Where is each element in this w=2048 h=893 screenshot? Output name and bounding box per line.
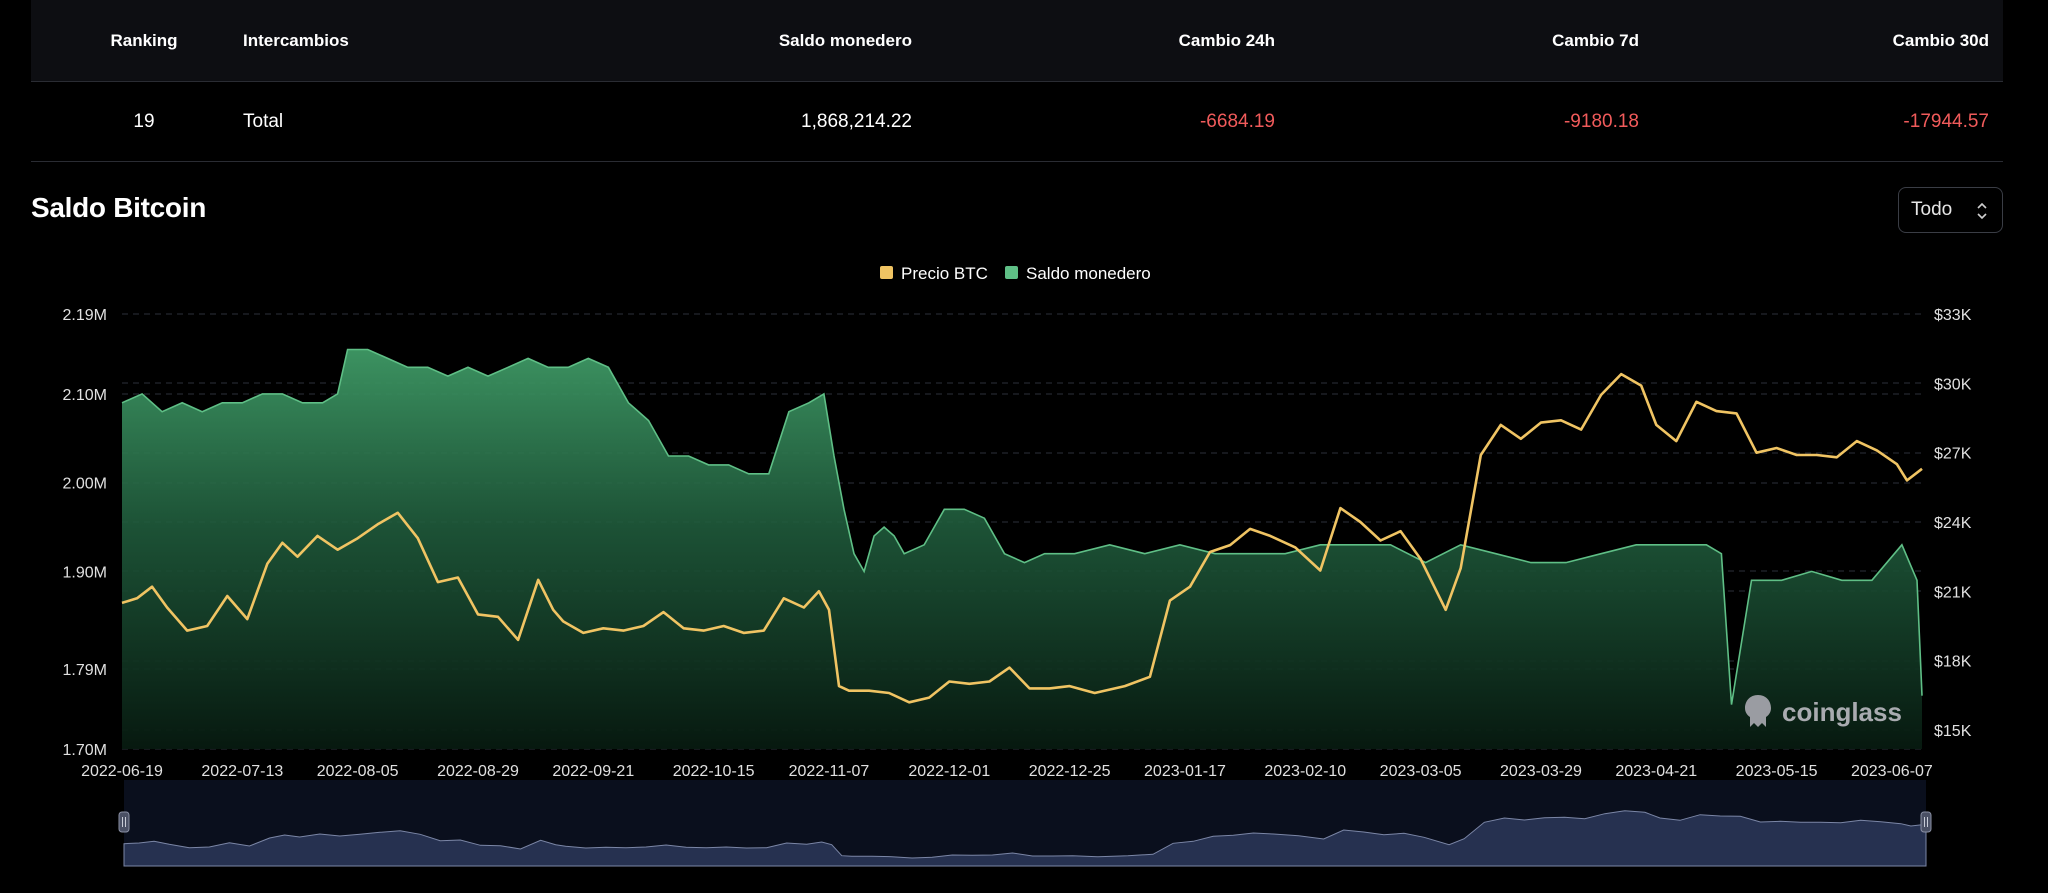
up-down-chevron-icon <box>1977 202 1987 220</box>
left-axis-tick: 2.00M <box>63 476 107 493</box>
btc-price-line <box>121 372 1923 704</box>
x-axis-tick: 2023-05-15 <box>1736 763 1818 780</box>
x-axis-tick: 2022-08-29 <box>437 763 519 780</box>
legend-label: Saldo monedero <box>1026 264 1151 283</box>
wallet-balance-area <box>122 349 1922 749</box>
right-axis-tick: $30K <box>1934 376 1972 393</box>
left-axis-tick: 1.70M <box>63 742 107 759</box>
right-axis: $33K $30K $27K $24K $21K $18K $15K <box>1934 307 1972 740</box>
row-change-30d: -17944.57 <box>1903 110 1989 132</box>
handle-body <box>1920 811 1932 833</box>
chart-legend[interactable]: Precio BTC Saldo monedero <box>880 264 1151 283</box>
legend-label: Precio BTC <box>901 264 988 283</box>
header-change-30d[interactable]: Cambio 30d <box>1892 30 1989 50</box>
header-wallet-balance[interactable]: Saldo monedero <box>778 30 912 50</box>
right-axis-tick: $18K <box>1934 654 1972 671</box>
row-wallet-balance: 1,868,214.22 <box>801 110 912 132</box>
right-axis-tick: $27K <box>1934 446 1972 463</box>
header-change-7d[interactable]: Cambio 7d <box>1552 30 1639 50</box>
right-axis-tick: $21K <box>1934 584 1972 601</box>
header-exchanges[interactable]: Intercambios <box>243 30 349 50</box>
x-axis: 2022-06-19 2022-07-13 2022-08-05 2022-08-29… <box>81 763 1933 780</box>
left-axis: 2.19M 2.10M 2.00M 1.90M 1.79M 1.70M <box>63 307 107 759</box>
handle-body <box>118 811 130 833</box>
right-axis-tick: $24K <box>1934 515 1972 532</box>
right-axis-tick: $33K <box>1934 307 1972 324</box>
exchange-balance-table: Ranking Intercambios Saldo monedero Camb… <box>31 0 2003 162</box>
x-axis-tick: 2022-11-07 <box>789 763 870 780</box>
row-exchange: Total <box>243 110 284 132</box>
navigator-handle-left[interactable] <box>118 811 130 833</box>
range-select[interactable]: Todo <box>1898 187 2003 233</box>
section-title: Saldo Bitcoin <box>31 192 206 223</box>
left-axis-tick: 2.10M <box>63 387 107 404</box>
range-navigator[interactable] <box>118 780 1932 867</box>
x-axis-tick: 2022-12-25 <box>1029 763 1111 780</box>
navigator-area <box>123 810 1927 867</box>
x-axis-tick: 2023-02-10 <box>1264 763 1346 780</box>
x-axis-tick: 2023-06-07 <box>1851 763 1933 780</box>
x-axis-tick: 2022-10-15 <box>673 763 755 780</box>
coinglass-logo-icon <box>1745 695 1771 727</box>
row-change-24h: -6684.19 <box>1199 110 1275 132</box>
x-axis-tick: 2022-12-01 <box>908 763 990 780</box>
x-axis-tick: 2023-03-05 <box>1380 763 1462 780</box>
legend-swatch <box>880 266 893 279</box>
x-axis-tick: 2022-08-05 <box>317 763 399 780</box>
legend-swatch <box>1005 266 1018 279</box>
wallet-balance-line <box>121 348 1923 705</box>
coinglass-watermark: coinglass <box>1745 695 1902 727</box>
x-axis-tick: 2022-06-19 <box>81 763 163 780</box>
left-axis-tick: 1.79M <box>63 662 107 679</box>
header-rank[interactable]: Ranking <box>110 30 178 50</box>
row-change-7d: -9180.18 <box>1563 110 1639 132</box>
left-axis-tick: 1.90M <box>63 564 107 581</box>
header-change-24h[interactable]: Cambio 24h <box>1178 30 1275 50</box>
bitcoin-balance-chart[interactable]: Precio BTC Saldo monedero 2.19M 2.10M 2.00M… <box>0 250 2048 893</box>
x-axis-tick: 2023-03-29 <box>1500 763 1582 780</box>
row-rank: 19 <box>133 110 155 132</box>
navigator-handle-right[interactable] <box>1920 811 1932 833</box>
table-header: Ranking Intercambios Saldo monedero Camb… <box>31 0 2003 82</box>
x-axis-tick: 2023-01-17 <box>1144 763 1226 780</box>
right-axis-tick: $15K <box>1934 723 1972 740</box>
table-row: 19 Total 1,868,214.22 -6684.19 -9180.18 … <box>31 82 2003 162</box>
watermark-text: coinglass <box>1782 697 1902 727</box>
logo-shape <box>1745 695 1771 727</box>
range-select-value: Todo <box>1911 199 1953 220</box>
x-axis-tick: 2022-07-13 <box>201 763 283 780</box>
left-axis-tick: 2.19M <box>63 307 107 324</box>
chart-series <box>121 348 1923 749</box>
x-axis-tick: 2022-09-21 <box>552 763 634 780</box>
x-axis-tick: 2023-04-21 <box>1615 763 1697 780</box>
